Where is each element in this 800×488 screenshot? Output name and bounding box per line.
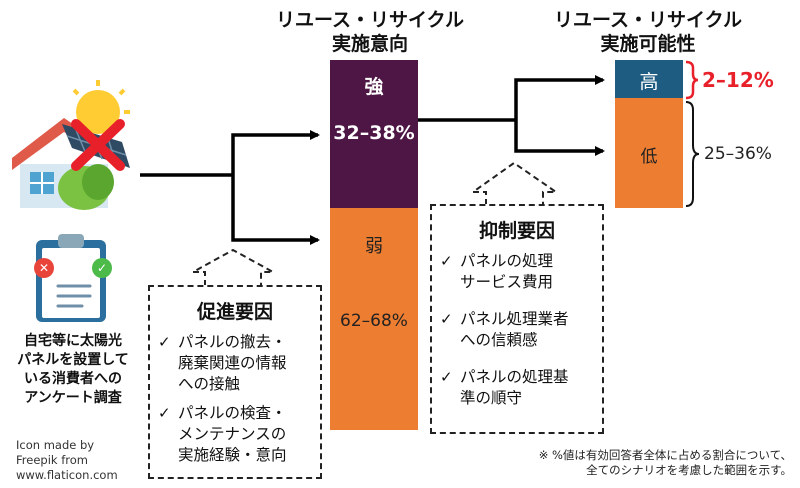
inhibiting-item3-line1: パネルの処理基 — [460, 368, 569, 386]
promoting-title: 促進要因 — [196, 301, 273, 323]
inhibiting-item2-line1: パネル処理業者 — [460, 310, 569, 328]
feasibility-header: リユース・リサイクル 実施可能性 — [528, 8, 768, 56]
promoting-item: ✓ パネルの検査・ メンテナンスの 実施経験・意向 — [158, 403, 320, 466]
check-icon: ✓ — [440, 310, 453, 328]
branch-line-lower — [231, 175, 320, 245]
footnote-line2: 全てのシナリオを考慮した範囲を示す。 — [586, 463, 792, 477]
check-icon: ✓ — [158, 404, 171, 422]
intention-header-line1: リユース・リサイクル — [275, 9, 465, 31]
intention-strong-label: 強 — [364, 76, 384, 98]
feasibility-low-value: 25–36% — [704, 144, 772, 164]
inhibiting-item1-line1: パネルの処理 — [460, 252, 554, 270]
intention-header-line2: 実施意向 — [331, 33, 408, 55]
feasibility-high-segment: 高 — [615, 60, 683, 98]
footnote-line1: ※ %値は有効回答者全体に占める割合について、 — [538, 448, 792, 462]
intention-header: リユース・リサイクル 実施意向 — [250, 8, 490, 56]
survey-label-line2: パネルを設置して — [17, 352, 129, 368]
brace-low — [685, 101, 700, 207]
check-icon: ✓ — [440, 368, 453, 386]
survey-label-line4: アンケート調査 — [24, 390, 122, 406]
promoting-item2-line2: メンテナンスの — [178, 425, 287, 443]
feasibility-high-value: 2–12% — [702, 68, 774, 92]
inhibiting-item: ✓ パネルの処理 サービス費用 — [440, 251, 602, 293]
intention-strong-segment: 強 32–38% — [330, 60, 418, 208]
inhibiting-item2-line2: への信頼感 — [460, 331, 538, 349]
feasibility-header-line2: 実施可能性 — [600, 33, 696, 55]
survey-label-line3: いる消費者への — [24, 371, 122, 387]
intention-strong-value: 32–38% — [333, 122, 415, 144]
house-solar-icon — [12, 80, 130, 210]
promoting-factors-box: 促進要因 ✓ パネルの撤去・ 廃棄関連の情報 への接触 ✓ パネルの検査・ メン… — [148, 285, 322, 479]
inhibiting-item3-line2: 準の順守 — [460, 389, 523, 407]
feasibility-low-label: 低 — [640, 147, 658, 167]
promoting-item1-line2: 廃棄関連の情報 — [178, 354, 287, 372]
inhibiting-title: 抑制要因 — [478, 220, 555, 242]
footnote: ※ %値は有効回答者全体に占める割合について、 全てのシナリオを考慮した範囲を示… — [480, 448, 792, 478]
intention-weak-label: 弱 — [365, 236, 383, 257]
check-icon: ✓ — [158, 333, 171, 351]
intention-weak-segment: 弱 62–68% — [330, 208, 418, 430]
brace-high — [685, 60, 699, 100]
inhibiting-item: ✓ パネルの処理基 準の順守 — [440, 367, 602, 409]
intention-bar: 強 32–38% 弱 62–68% — [330, 60, 418, 430]
promoting-item1-line1: パネルの撤去・ — [178, 333, 287, 351]
branch-line-high — [514, 75, 605, 120]
feasibility-low-segment: 低 — [615, 98, 683, 208]
credit-line1: Icon made by — [16, 438, 95, 452]
promoting-item: ✓ パネルの撤去・ 廃棄関連の情報 への接触 — [158, 332, 320, 395]
feasibility-header-line1: リユース・リサイクル — [553, 9, 743, 31]
survey-label: 自宅等に太陽光 パネルを設置して いる消費者への アンケート調査 — [4, 332, 142, 408]
feasibility-high-label: 高 — [639, 71, 659, 93]
promoting-item1-line3: への接触 — [178, 375, 241, 393]
icon-credit: Icon made by Freepik from www.flaticon.c… — [16, 438, 118, 483]
credit-line3: www.flaticon.com — [16, 468, 118, 482]
promoting-item2-line3: 実施経験・意向 — [178, 446, 287, 464]
svg-text:✓: ✓ — [97, 261, 107, 275]
credit-line2: Freepik from — [16, 453, 88, 467]
feasibility-bar: 高 低 — [615, 60, 683, 208]
inhibiting-item: ✓ パネル処理業者 への信頼感 — [440, 309, 602, 351]
promoting-pointer — [192, 248, 274, 286]
intention-weak-value: 62–68% — [340, 311, 408, 331]
clipboard-survey-icon: ✕ ✓ — [34, 234, 112, 322]
inhibiting-pointer — [469, 161, 560, 205]
promoting-item2-line1: パネルの検査・ — [178, 404, 287, 422]
branch-line-upper — [231, 130, 320, 175]
svg-text:✕: ✕ — [39, 261, 49, 275]
inhibiting-factors-box: 抑制要因 ✓ パネルの処理 サービス費用 ✓ パネル処理業者 への信頼感 ✓ パ… — [430, 204, 604, 434]
survey-label-line1: 自宅等に太陽光 — [24, 333, 122, 349]
branch-line-low — [514, 120, 605, 156]
inhibiting-item1-line2: サービス費用 — [460, 273, 554, 291]
check-icon: ✓ — [440, 252, 453, 270]
